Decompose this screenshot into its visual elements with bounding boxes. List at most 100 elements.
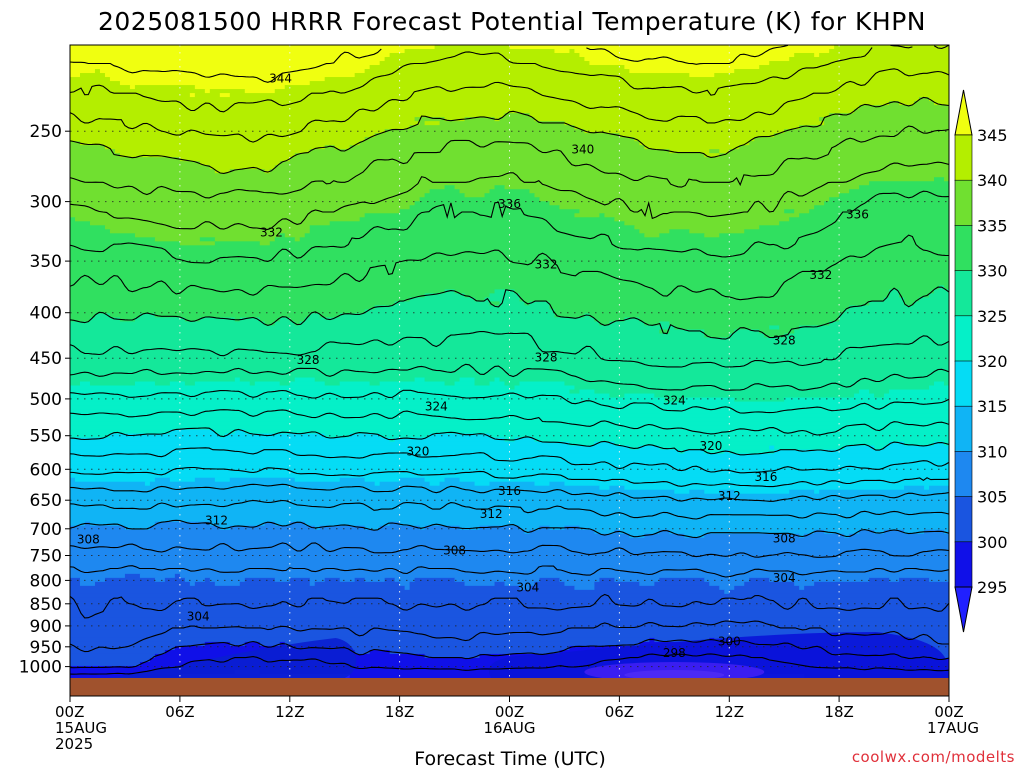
colorbar-swatch [954, 225, 973, 272]
svg-text:340: 340 [571, 142, 594, 156]
svg-text:312: 312 [205, 514, 228, 528]
y-tick-label: 500 [30, 390, 62, 410]
contour-label: 308 [443, 543, 466, 557]
x-tick-label: 12Z [275, 703, 304, 721]
svg-text:332: 332 [535, 257, 558, 271]
contour-lines [70, 45, 949, 675]
svg-text:312: 312 [480, 507, 503, 521]
contour-label: 328 [773, 334, 796, 348]
x-tick-label: 06Z [165, 703, 194, 721]
svg-text:320: 320 [699, 439, 722, 453]
x-tick-label: 00Z [934, 703, 963, 721]
x-tick-label: 15AUG [55, 719, 107, 737]
grid-lines [70, 45, 949, 678]
colorbar-label: 315 [977, 397, 1008, 416]
contour-label: 298 [663, 646, 686, 660]
contour-label: 328 [535, 350, 558, 364]
y-tick-label: 600 [30, 460, 62, 480]
x-tick-label: 18Z [824, 703, 853, 721]
x-tick-label: 00Z [495, 703, 524, 721]
credit-text: coolwx.com/modelts [852, 748, 1015, 766]
contour-label: 332 [260, 226, 283, 240]
x-tick-label: 00Z [55, 703, 84, 721]
colorbar-swatch [954, 270, 973, 317]
contour-label: 308 [77, 533, 100, 547]
colorbar-swatch [954, 496, 973, 543]
svg-text:304: 304 [516, 581, 539, 595]
svg-text:316: 316 [498, 484, 521, 498]
colorbar-label: 330 [977, 262, 1008, 281]
colorbar: 295 300 305 310 315 320 325 330 335 340 345 [954, 89, 1008, 633]
contour-label: 316 [754, 470, 777, 484]
svg-text:344: 344 [269, 71, 292, 85]
svg-text:332: 332 [260, 226, 283, 240]
y-tick-label: 550 [30, 427, 62, 447]
color-bands [70, 45, 949, 678]
y-tick-label: 950 [30, 638, 62, 658]
colorbar-swatch [954, 360, 973, 407]
x-tick-label: 2025 [55, 735, 93, 753]
colorbar-label: 340 [977, 171, 1008, 190]
x-axis-label: Forecast Time (UTC) [414, 748, 605, 768]
y-tick-label: 1000 [19, 658, 62, 678]
colorbar-swatch [954, 179, 973, 227]
svg-text:298: 298 [663, 646, 686, 660]
ground-strip [70, 678, 949, 696]
y-tick-label: 700 [30, 520, 62, 540]
svg-text:324: 324 [663, 393, 686, 407]
x-tick-label: 18Z [385, 703, 414, 721]
colorbar-swatch [954, 541, 973, 588]
colorbar-bottom-arrow [954, 586, 973, 633]
y-tick-label: 800 [30, 571, 62, 591]
contour-label: 336 [846, 207, 869, 221]
x-tick-label: 06Z [605, 703, 634, 721]
contour-label: 312 [205, 514, 228, 528]
chart-title: 2025081500 HRRR Forecast Potential Tempe… [98, 7, 926, 36]
contour-label: 312 [718, 489, 741, 503]
svg-text:312: 312 [718, 489, 741, 503]
contour-label: 316 [498, 484, 521, 498]
contour-label: 336 [498, 197, 521, 211]
svg-text:308: 308 [773, 532, 796, 546]
pressure-axis: 2503003504004505005506006507007508008509… [19, 122, 70, 678]
svg-text:304: 304 [187, 609, 210, 623]
svg-text:328: 328 [297, 353, 320, 367]
colorbar-swatch [954, 315, 973, 362]
colorbar-label: 335 [977, 216, 1008, 235]
colorbar-label: 310 [977, 442, 1008, 461]
svg-text:336: 336 [846, 207, 869, 221]
y-tick-label: 400 [30, 304, 62, 324]
colorbar-swatch [954, 405, 973, 453]
y-tick-label: 900 [30, 617, 62, 637]
contour-label: 324 [425, 400, 448, 414]
svg-text:336: 336 [498, 197, 521, 211]
colorbar-label: 300 [977, 533, 1008, 552]
svg-text:300: 300 [718, 635, 741, 649]
contour-label: 332 [535, 257, 558, 271]
colorbar-swatch [954, 451, 973, 498]
colorbar-swatch [954, 134, 973, 181]
x-tick-label: 12Z [715, 703, 744, 721]
colorbar-label: 345 [977, 126, 1008, 145]
colorbar-top-arrow [954, 89, 973, 136]
x-tick-label: 16AUG [484, 719, 536, 737]
svg-text:332: 332 [809, 268, 832, 282]
y-tick-label: 350 [30, 252, 62, 272]
colorbar-label: 320 [977, 352, 1008, 371]
contour-label: 304 [516, 581, 539, 595]
colorbar-label: 325 [977, 307, 1008, 326]
y-tick-label: 750 [30, 547, 62, 567]
svg-text:328: 328 [535, 350, 558, 364]
contour-label: 340 [571, 142, 594, 156]
contour-label: 332 [809, 268, 832, 282]
y-tick-label: 650 [30, 491, 62, 511]
colorbar-label: 305 [977, 488, 1008, 507]
svg-text:320: 320 [406, 445, 429, 459]
contour-label: 304 [773, 571, 796, 585]
colorbar-label: 295 [977, 578, 1008, 597]
y-tick-label: 850 [30, 595, 62, 615]
y-tick-label: 450 [30, 349, 62, 369]
svg-text:316: 316 [754, 470, 777, 484]
